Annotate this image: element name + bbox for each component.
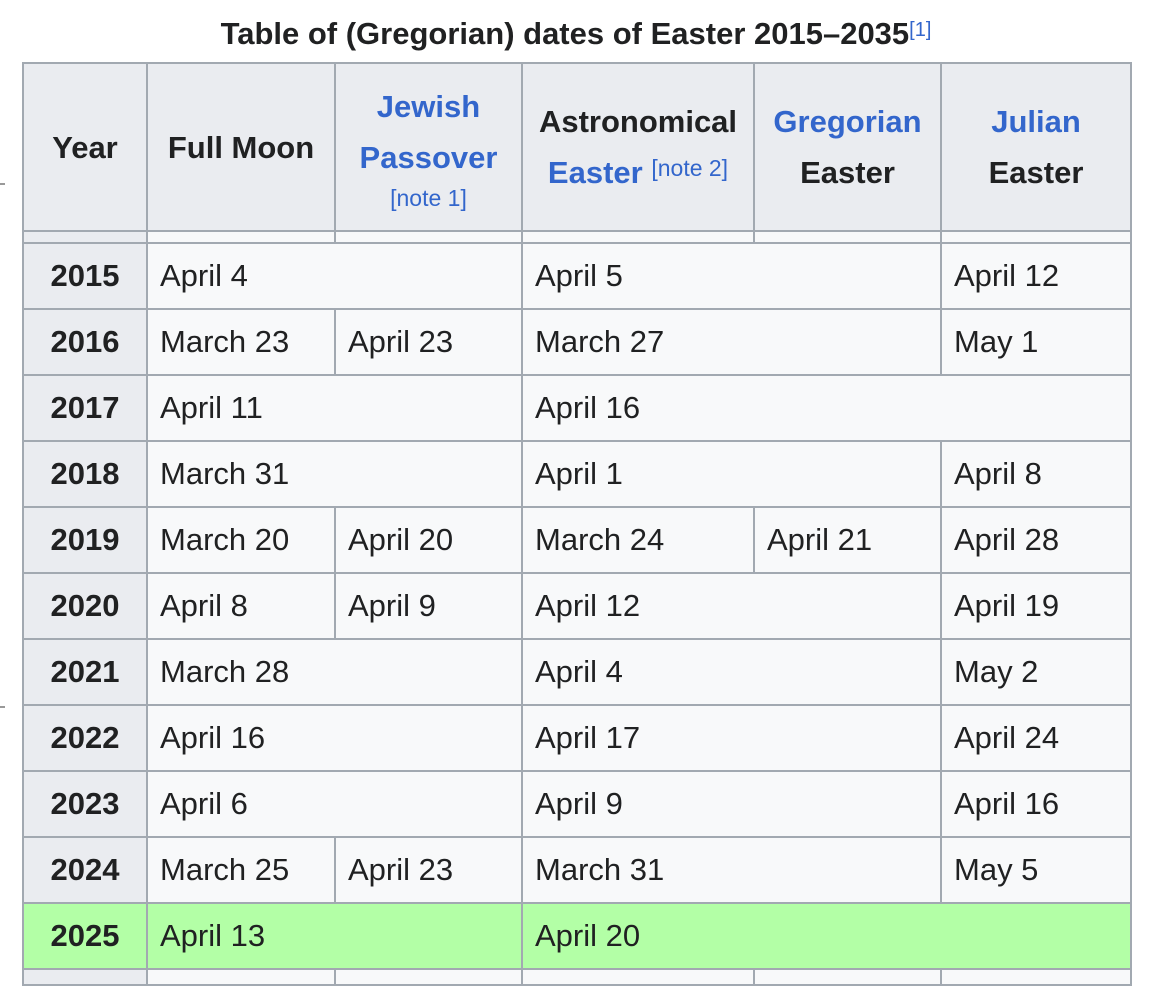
header-jewish-passover: Jewish Passover [note 1] (334, 62, 523, 232)
year-cell: 2022 (22, 704, 148, 772)
easter-cell: March 31 (521, 836, 942, 904)
jewish-passover-link[interactable]: Jewish Passover (359, 89, 498, 175)
julian-link[interactable]: Julian (991, 104, 1081, 139)
note-2-link[interactable]: [note 2] (651, 155, 729, 181)
full-moon-cell: March 28 (146, 638, 523, 706)
table-row: 2017 April 11 April 16 (22, 374, 1132, 442)
full-moon-cell: April 16 (146, 704, 523, 772)
table-row: 2022 April 16 April 17 April 24 (22, 704, 1132, 772)
easter-dates-table: Year Full Moon Jewish Passover [note 1] A… (22, 62, 1132, 986)
easter-cell: April 4 (521, 638, 942, 706)
julian-easter-cell: April 8 (940, 440, 1132, 508)
header-julian-easter: Julian Easter (940, 62, 1132, 232)
gregorian-link[interactable]: Gregorian (773, 104, 922, 139)
passover-cell: April 23 (334, 308, 523, 376)
easter-cell: March 27 (521, 308, 942, 376)
passover-cell: April 20 (334, 506, 523, 574)
astronomical-easter-cell: March 24 (521, 506, 755, 574)
year-cell: 2023 (22, 770, 148, 838)
julian-easter-cell: April 28 (940, 506, 1132, 574)
header-astronomical-easter: Astronomical Easter [note 2] (521, 62, 755, 232)
page-edge-mark (0, 183, 5, 185)
table-row: 2016 March 23 April 23 March 27 May 1 (22, 308, 1132, 376)
year-cell: 2021 (22, 638, 148, 706)
easter-cell: April 17 (521, 704, 942, 772)
full-moon-cell: April 13 (146, 902, 523, 970)
easter-cell: April 16 (521, 374, 1132, 442)
easter-cell: April 5 (521, 242, 942, 310)
header-gregorian-easter: Gregorian Easter (753, 62, 942, 232)
table-row-cut-off (22, 968, 1132, 986)
easter-cell: April 1 (521, 440, 942, 508)
table-row: 2020 April 8 April 9 April 12 April 19 (22, 572, 1132, 640)
header-year: Year (22, 62, 148, 232)
passover-cell: April 9 (334, 572, 523, 640)
full-moon-cell: March 23 (146, 308, 336, 376)
table-row: 2023 April 6 April 9 April 16 (22, 770, 1132, 838)
year-cell: 2018 (22, 440, 148, 508)
year-cell: 2017 (22, 374, 148, 442)
year-cell: 2019 (22, 506, 148, 574)
full-moon-cell: March 31 (146, 440, 523, 508)
year-cell: 2016 (22, 308, 148, 376)
table-row: 2019 March 20 April 20 March 24 April 21… (22, 506, 1132, 574)
full-moon-cell: April 6 (146, 770, 523, 838)
header-row: Year Full Moon Jewish Passover [note 1] A… (22, 62, 1132, 232)
full-moon-cell: March 25 (146, 836, 336, 904)
easter-cell: April 9 (521, 770, 942, 838)
note-1-link[interactable]: [note 1] (390, 185, 467, 211)
table-row-current-year: 2025 April 13 April 20 (22, 902, 1132, 970)
julian-easter-cell: April 16 (940, 770, 1132, 838)
full-moon-cell: April 8 (146, 572, 336, 640)
year-cell: 2025 (22, 902, 148, 970)
caption-title: Table of (Gregorian) dates of Easter 201… (220, 16, 910, 51)
table-row: 2021 March 28 April 4 May 2 (22, 638, 1132, 706)
page-edge-mark (0, 706, 5, 708)
julian-easter-cell: May 2 (940, 638, 1132, 706)
caption-reference-link[interactable]: [1] (909, 19, 932, 41)
year-cell: 2020 (22, 572, 148, 640)
full-moon-cell: April 11 (146, 374, 523, 442)
julian-easter-cell: April 19 (940, 572, 1132, 640)
year-cell: 2015 (22, 242, 148, 310)
julian-easter-cell: April 24 (940, 704, 1132, 772)
julian-easter-cell: May 5 (940, 836, 1132, 904)
table-row: 2024 March 25 April 23 March 31 May 5 (22, 836, 1132, 904)
easter-cell: April 20 (521, 902, 1132, 970)
astronomical-easter-link[interactable]: Easter (547, 155, 643, 190)
passover-cell: April 23 (334, 836, 523, 904)
gregorian-easter-cell: April 21 (753, 506, 942, 574)
header-spacer-row (22, 230, 1132, 244)
julian-easter-cell: May 1 (940, 308, 1132, 376)
full-moon-cell: March 20 (146, 506, 336, 574)
easter-cell: April 12 (521, 572, 942, 640)
table-caption: Table of (Gregorian) dates of Easter 201… (22, 14, 1130, 54)
table-row: 2018 March 31 April 1 April 8 (22, 440, 1132, 508)
header-full-moon: Full Moon (146, 62, 336, 232)
year-cell: 2024 (22, 836, 148, 904)
table-row: 2015 April 4 April 5 April 12 (22, 242, 1132, 310)
full-moon-cell: April 4 (146, 242, 523, 310)
julian-easter-cell: April 12 (940, 242, 1132, 310)
